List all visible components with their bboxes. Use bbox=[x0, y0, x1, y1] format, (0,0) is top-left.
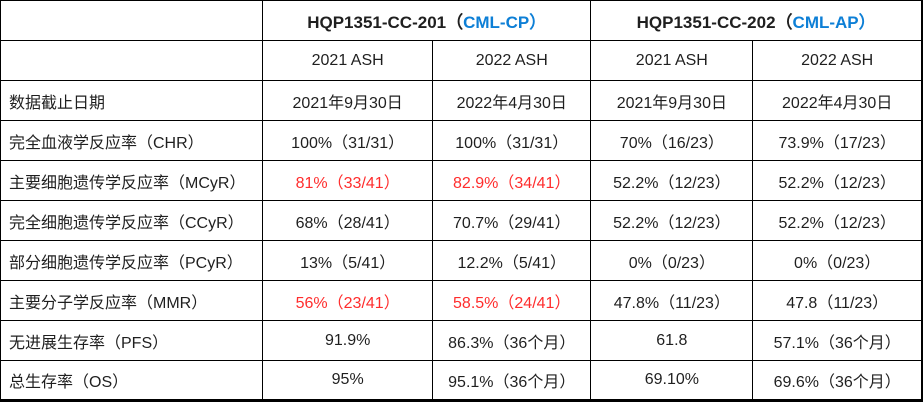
table-cell: 61.8 bbox=[590, 320, 754, 361]
study-arm-tag: CML-AP） bbox=[792, 13, 876, 32]
table-cell: 86.3%（36个月） bbox=[432, 320, 592, 361]
table-cell: 47.8（11/23） bbox=[752, 280, 923, 321]
table-row: 部分细胞遗传学反应率（PCyR） 13%（5/41） 12.2%（5/41） 0… bbox=[0, 240, 923, 281]
session-header-cell: 2021 ASH bbox=[590, 40, 754, 81]
table-cell: 100%（31/31） bbox=[432, 120, 592, 161]
row-label: 完全血液学反应率（CHR） bbox=[0, 120, 264, 161]
table-cell-highlighted: 56%（23/41） bbox=[262, 280, 434, 321]
table-row-session-header: 2021 ASH 2022 ASH 2021 ASH 2022 ASH bbox=[0, 40, 923, 81]
table-cell: 12.2%（5/41） bbox=[432, 240, 592, 281]
session-header-cell: 2022 ASH bbox=[752, 40, 923, 81]
row-label: 完全细胞遗传学反应率（CCyR） bbox=[0, 200, 264, 241]
row-label: 部分细胞遗传学反应率（PCyR） bbox=[0, 240, 264, 281]
table-cell: 91.9% bbox=[262, 320, 434, 361]
table-cell: 0%（0/23） bbox=[590, 240, 754, 281]
row-label: 数据截止日期 bbox=[0, 80, 264, 121]
corner-blank-cell bbox=[0, 40, 264, 81]
table-row: 主要分子学反应率（MMR） 56%（23/41） 58.5%（24/41） 47… bbox=[0, 280, 923, 321]
row-label: 主要细胞遗传学反应率（MCyR） bbox=[0, 160, 264, 201]
row-label: 无进展生存率（PFS） bbox=[0, 320, 264, 361]
table-cell: 47.8%（11/23） bbox=[590, 280, 754, 321]
table-cell: 68%（28/41） bbox=[262, 200, 434, 241]
study-title: HQP1351-CC-201（ bbox=[307, 13, 464, 32]
table-cell: 100%（31/31） bbox=[262, 120, 434, 161]
table-row: 完全细胞遗传学反应率（CCyR） 68%（28/41） 70.7%（29/41）… bbox=[0, 200, 923, 241]
table-cell: 52.2%（12/23） bbox=[590, 200, 754, 241]
table-cell: 2022年4月30日 bbox=[752, 80, 923, 121]
table-cell: 2021年9月30日 bbox=[590, 80, 754, 121]
table-cell: 0%（0/23） bbox=[752, 240, 923, 281]
table-cell: 70.7%（29/41） bbox=[432, 200, 592, 241]
table-cell: 95% bbox=[262, 360, 434, 401]
table-cell: 2021年9月30日 bbox=[262, 80, 434, 121]
table-cell: 57.1%（36个月） bbox=[752, 320, 923, 361]
row-label: 主要分子学反应率（MMR） bbox=[0, 280, 264, 321]
session-header-cell: 2022 ASH bbox=[432, 40, 592, 81]
table-cell: 52.2%（12/23） bbox=[752, 200, 923, 241]
corner-blank-cell bbox=[0, 0, 264, 41]
table-row-group-header: HQP1351-CC-201（CML-CP） HQP1351-CC-202（CM… bbox=[0, 0, 923, 41]
table-cell: 52.2%（12/23） bbox=[590, 160, 754, 201]
session-header-cell: 2021 ASH bbox=[262, 40, 434, 81]
table-cell: 73.9%（17/23） bbox=[752, 120, 923, 161]
table-row: 完全血液学反应率（CHR） 100%（31/31） 100%（31/31） 70… bbox=[0, 120, 923, 161]
table-cell: 2022年4月30日 bbox=[432, 80, 592, 121]
study-arm-tag: CML-CP） bbox=[463, 13, 547, 32]
table-row: 主要细胞遗传学反应率（MCyR） 81%（33/41） 82.9%（34/41）… bbox=[0, 160, 923, 201]
table-row: 数据截止日期 2021年9月30日 2022年4月30日 2021年9月30日 … bbox=[0, 80, 923, 121]
row-label: 总生存率（OS） bbox=[0, 360, 264, 401]
table-cell: 70%（16/23） bbox=[590, 120, 754, 161]
table-cell: 95.1%（36个月） bbox=[432, 360, 592, 401]
table-row: 无进展生存率（PFS） 91.9% 86.3%（36个月） 61.8 57.1%… bbox=[0, 320, 923, 361]
table-cell-highlighted: 81%（33/41） bbox=[262, 160, 434, 201]
table-cell: 69.10% bbox=[590, 360, 754, 401]
table-cell-highlighted: 58.5%（24/41） bbox=[432, 280, 592, 321]
group-header-cc202: HQP1351-CC-202（CML-AP） bbox=[590, 0, 923, 41]
table-cell: 69.6%（36个月） bbox=[752, 360, 923, 401]
table-cell: 52.2%（12/23） bbox=[752, 160, 923, 201]
group-header-cc201: HQP1351-CC-201（CML-CP） bbox=[262, 0, 592, 41]
study-title: HQP1351-CC-202（ bbox=[636, 13, 793, 32]
table-cell-highlighted: 82.9%（34/41） bbox=[432, 160, 592, 201]
table-cell: 13%（5/41） bbox=[262, 240, 434, 281]
table-row: 总生存率（OS） 95% 95.1%（36个月） 69.10% 69.6%（36… bbox=[0, 360, 923, 401]
